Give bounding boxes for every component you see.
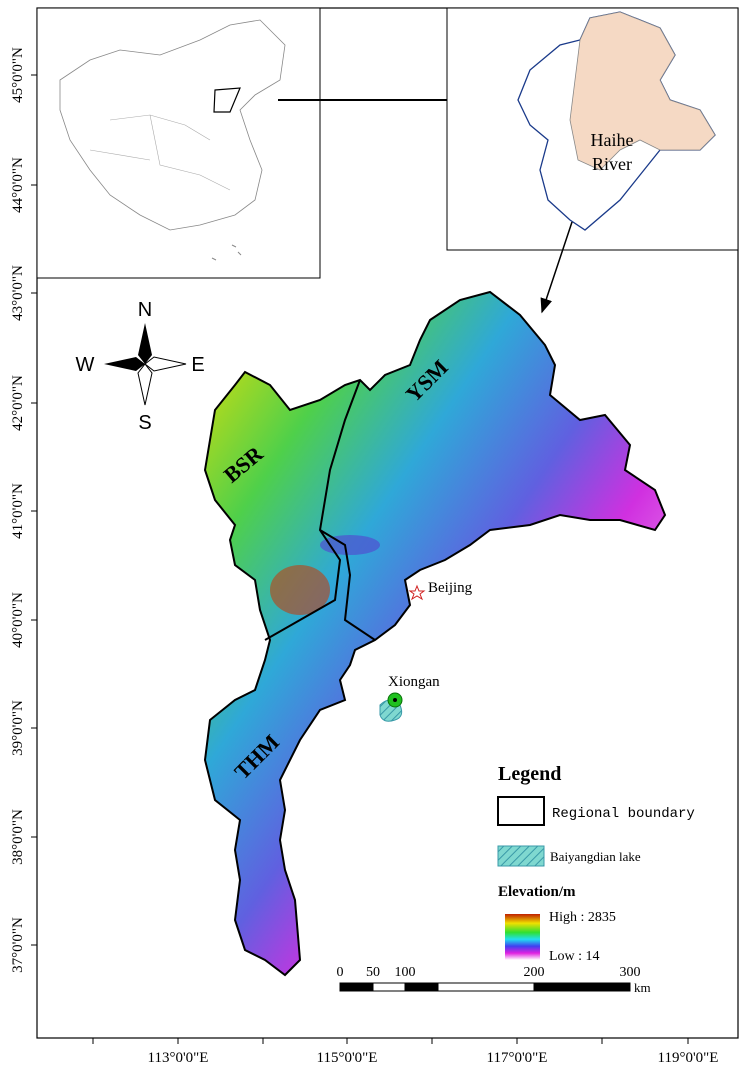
lat-label: 43°0'0"N (10, 265, 26, 321)
place-label: Beijing (428, 580, 473, 596)
lat-label: 39°0'0"N (10, 700, 26, 756)
lon-labels: 113°0'0"E 115°0'0"E 117°0'0"E 119°0'0"E (148, 1050, 719, 1066)
legend-label: Baiyangdian lake (550, 849, 641, 864)
legend-label: Regional boundary (552, 806, 695, 822)
lon-label: 115°0'0"E (317, 1050, 378, 1066)
scale-label: 50 (366, 965, 380, 980)
elevation-bar (505, 914, 540, 960)
arrow (540, 221, 573, 314)
legend-label: Elevation/m (498, 884, 576, 900)
lat-label: 44°0'0"N (10, 157, 26, 213)
legend-label: High : 2835 (549, 910, 616, 925)
china-inset (36, 7, 321, 279)
legend-label: Low : 14 (549, 949, 600, 964)
lat-label: 41°0'0"N (10, 483, 26, 539)
compass-w: W (76, 354, 95, 376)
scale-label: 100 (395, 965, 416, 980)
compass-s: S (138, 412, 151, 434)
compass: N W E S (76, 299, 205, 434)
study-area (203, 290, 667, 977)
scale-label: 200 (524, 965, 545, 980)
lat-label: 42°0'0"N (10, 375, 26, 431)
lon-label: 117°0'0"E (487, 1050, 548, 1066)
scale-unit: km (634, 980, 651, 995)
lat-label: 38°0'0"N (10, 809, 26, 865)
place-label: Xiongan (388, 674, 440, 690)
lon-label: 119°0'0"E (658, 1050, 719, 1066)
legend-lake-swatch (497, 845, 545, 867)
scale-label: 0 (337, 965, 344, 980)
legend-boundary-swatch (497, 796, 545, 826)
regional-boundary (264, 379, 376, 641)
study-area-inset (569, 11, 716, 171)
lat-label: 45°0'0"N (10, 47, 26, 103)
lon-label: 113°0'0"E (148, 1050, 209, 1066)
high-terrain (270, 565, 330, 615)
legend-title: Legend (498, 763, 561, 785)
scale-label: 300 (620, 965, 641, 980)
lat-label: 40°0'0"N (10, 592, 26, 648)
lon-ticks (92, 1038, 689, 1044)
china-provinces (89, 114, 231, 191)
lat-labels: 45°0'0"N 44°0'0"N 43°0'0"N 42°0'0"N 41°0'0"N… (10, 47, 37, 973)
scale-bar (339, 982, 631, 992)
beijing-marker (408, 584, 426, 601)
map-frame (36, 7, 739, 1039)
compass-e: E (191, 354, 204, 376)
inset-label: Haihe River (591, 130, 634, 174)
lat-label: 37°0'0"N (10, 917, 26, 973)
xiongan-dot (393, 698, 397, 702)
compass-n: N (138, 299, 152, 321)
haihe-locator (213, 87, 241, 113)
islands (211, 244, 242, 261)
china-outline (59, 19, 286, 231)
